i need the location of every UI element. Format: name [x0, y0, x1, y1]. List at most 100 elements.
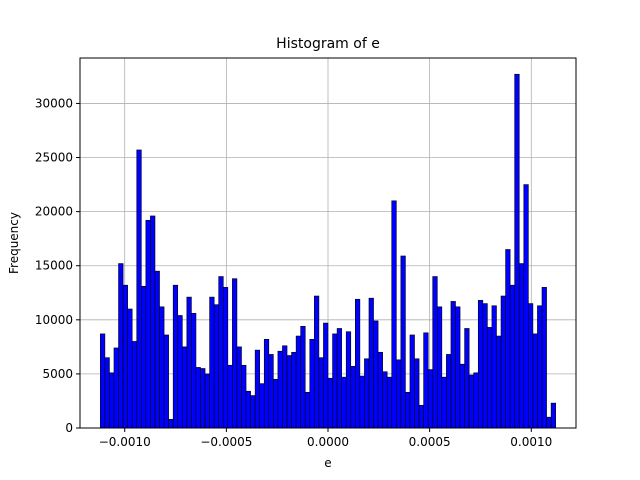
histogram-bar — [514, 73, 520, 429]
histogram-bar — [450, 301, 456, 429]
histogram-bar — [332, 333, 338, 429]
histogram-bar — [150, 215, 156, 429]
y-axis-label: Frequency — [7, 212, 21, 274]
histogram-bar — [241, 364, 247, 429]
histogram-bar — [218, 276, 224, 429]
histogram-bar — [113, 347, 119, 429]
histogram-bar — [277, 350, 283, 429]
histogram-bar — [131, 341, 138, 429]
histogram-bar — [500, 295, 506, 429]
histogram-bar — [391, 200, 397, 429]
histogram-bar — [286, 355, 292, 429]
histogram-bar — [291, 351, 297, 429]
histogram-bar — [396, 359, 402, 429]
histogram-bar — [441, 376, 447, 429]
histogram-bar — [464, 328, 470, 429]
histogram-bar — [318, 357, 324, 429]
histogram-bar — [295, 335, 301, 429]
y-tick-label: 20000 — [35, 205, 73, 219]
histogram-bar — [122, 284, 128, 429]
histogram-bar — [181, 346, 188, 429]
histogram-bar — [518, 263, 525, 429]
histogram-bar — [487, 327, 493, 429]
histogram-bar — [414, 358, 420, 429]
histogram-bar — [436, 306, 443, 429]
histogram-bar — [509, 284, 515, 429]
histogram-bar — [222, 287, 229, 429]
histogram-bar — [427, 369, 434, 429]
histogram-bar — [159, 306, 165, 429]
histogram-bar — [195, 367, 201, 429]
histogram-bar — [537, 305, 543, 429]
histogram-bar — [505, 249, 511, 429]
histogram-bar — [432, 276, 438, 429]
histogram-bar — [355, 298, 361, 429]
histogram-bar — [227, 364, 233, 429]
histogram-bar — [172, 284, 179, 429]
histogram-bar — [341, 376, 347, 429]
histogram-bar — [259, 383, 265, 429]
histogram-bar — [309, 338, 315, 429]
histogram-bar — [345, 331, 352, 429]
histogram-bar — [232, 278, 238, 429]
histogram-bar — [273, 379, 279, 429]
histogram-bar — [377, 351, 383, 429]
histogram-bar — [368, 297, 374, 429]
histogram-bar — [118, 263, 124, 429]
histogram-bar — [446, 354, 452, 429]
histogram-bar — [418, 404, 424, 429]
histogram-bar — [364, 358, 370, 429]
chart-title: Histogram of e — [276, 36, 380, 52]
histogram-bar — [209, 296, 215, 429]
x-axis-label: e — [324, 456, 331, 470]
histogram-bar — [250, 395, 256, 429]
histogram-bar — [314, 295, 320, 429]
y-tick-label: 5000 — [42, 367, 73, 381]
histogram-bar — [459, 363, 465, 429]
y-tick-label: 30000 — [35, 96, 73, 110]
histogram-bar — [473, 372, 479, 429]
histogram-bar — [236, 346, 242, 429]
y-tick-label: 10000 — [35, 313, 73, 327]
histogram-bar — [528, 303, 534, 429]
histogram-bar — [268, 354, 274, 429]
histogram-bar — [282, 345, 288, 429]
histogram-bar — [163, 334, 169, 429]
histogram-bar — [523, 184, 529, 429]
histogram-bar — [300, 326, 306, 429]
histogram-bar — [455, 306, 461, 429]
histogram-bar — [336, 328, 342, 429]
histogram-bar — [200, 368, 206, 429]
histogram-bar — [327, 377, 333, 429]
histogram-bar — [496, 335, 502, 429]
histogram-bar — [213, 304, 220, 429]
x-tick-label: −0.0005 — [200, 435, 252, 449]
histogram-bar — [127, 308, 133, 429]
x-tick-label: −0.0010 — [99, 435, 151, 449]
histogram-bar — [136, 149, 142, 429]
histogram-bar — [491, 305, 497, 429]
histogram-bar — [400, 255, 406, 429]
histogram-bar — [104, 357, 110, 429]
histogram-bars — [100, 73, 556, 429]
histogram-bar — [373, 320, 379, 429]
histogram-bar — [359, 375, 365, 429]
histogram-bar — [263, 338, 270, 429]
histogram-bar — [532, 333, 538, 429]
histogram-bar — [323, 322, 329, 429]
y-tick-label: 0 — [65, 421, 73, 435]
histogram-bar — [141, 285, 147, 429]
histogram-bar — [350, 366, 356, 429]
histogram-bar — [145, 219, 151, 429]
histogram-bar — [405, 391, 411, 429]
histogram-bar — [191, 313, 197, 429]
histogram-bar — [168, 419, 174, 429]
y-tick-label: 15000 — [35, 259, 73, 273]
histogram-bar — [254, 349, 260, 429]
y-tick-label: 25000 — [35, 151, 73, 165]
histogram-bar — [382, 371, 388, 429]
histogram-bar — [546, 416, 552, 429]
histogram-bar — [477, 300, 484, 429]
histogram-bar — [386, 376, 393, 429]
